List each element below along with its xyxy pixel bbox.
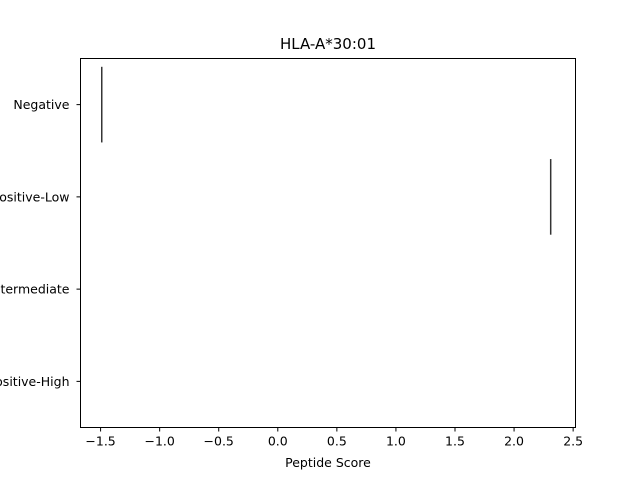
x-axis-label: Peptide Score bbox=[285, 455, 371, 470]
x-tick-label: 2.0 bbox=[504, 434, 524, 449]
y-tick-label: Positive-High bbox=[0, 374, 70, 389]
x-tick-label: 0.5 bbox=[327, 434, 347, 449]
x-tick-label: 0.0 bbox=[268, 434, 288, 449]
y-axis-ticks: Negative Positive-Low Positive-Intermediat… bbox=[0, 97, 81, 389]
x-tick-label: −1.0 bbox=[144, 434, 174, 449]
y-tick-label: Negative bbox=[13, 97, 69, 112]
x-tick-label: 2.5 bbox=[563, 434, 583, 449]
y-tick-label: Positive-Low bbox=[0, 189, 70, 204]
marks-layer bbox=[101, 66, 552, 235]
x-tick-label: −0.5 bbox=[204, 434, 234, 449]
x-axis-ticks: −1.5 −1.0 −0.5 0.0 0.5 1.0 1.5 2.0 2.5 bbox=[85, 427, 583, 449]
plot-frame bbox=[80, 58, 576, 428]
y-tick-label: Positive-Intermediate bbox=[0, 282, 70, 297]
x-tick-label: 1.5 bbox=[445, 434, 465, 449]
chart-title: HLA-A*30:01 bbox=[280, 35, 376, 53]
x-tick-label: −1.5 bbox=[85, 434, 115, 449]
x-tick-label: 1.0 bbox=[386, 434, 406, 449]
